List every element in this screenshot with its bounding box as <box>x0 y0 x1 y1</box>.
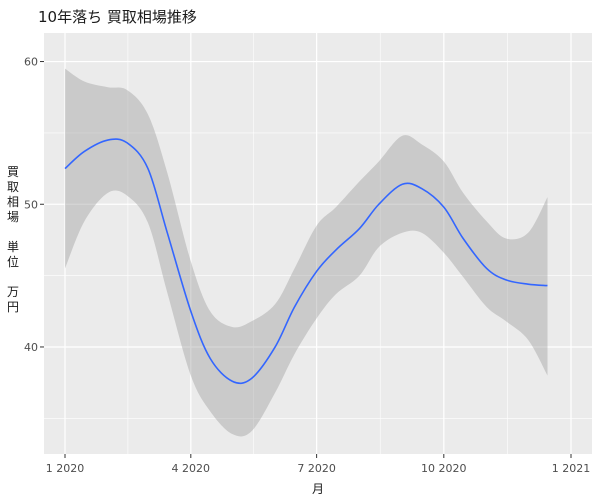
confidence-band-layer <box>65 68 548 437</box>
smooth-line-layer <box>64 138 548 385</box>
y-axis-title-char: 取 <box>7 180 19 194</box>
y-axis-title-char: 場 <box>7 210 19 224</box>
x-tick-label: 10 2020 <box>421 462 467 475</box>
y-tick-label: 50 <box>24 198 38 211</box>
plot-panel <box>44 33 592 454</box>
major-gridlines <box>44 33 592 454</box>
y-axis-title-char: 単 <box>7 240 19 254</box>
minor-gridlines <box>44 33 592 454</box>
y-axis-title-char: 位 <box>7 254 19 269</box>
x-tick-label: 7 2020 <box>297 462 336 475</box>
y-axis-title-char: 買 <box>7 165 19 179</box>
y-axis-title-char: 万 <box>7 285 19 299</box>
x-tick-label: 1 2021 <box>552 462 591 475</box>
x-tick-label: 1 2020 <box>46 462 85 475</box>
x-axis-title: 月 <box>312 482 324 496</box>
x-tick-label: 4 2020 <box>172 462 211 475</box>
x-axis-tick-labels: 1 2020 4 2020 7 2020 10 2020 1 2021 <box>46 462 591 475</box>
y-tick-label: 40 <box>24 341 38 354</box>
axis-ticks <box>40 61 572 458</box>
y-axis-title-char: 円 <box>7 300 19 314</box>
chart-title: 10年落ち 買取相場推移 <box>38 8 197 26</box>
smooth-trend-line <box>64 138 548 385</box>
confidence-band <box>65 68 548 437</box>
y-tick-label: 60 <box>24 56 38 69</box>
y-axis-tick-labels: 40 50 60 <box>24 56 38 354</box>
y-axis-title-char: 相 <box>7 195 19 209</box>
